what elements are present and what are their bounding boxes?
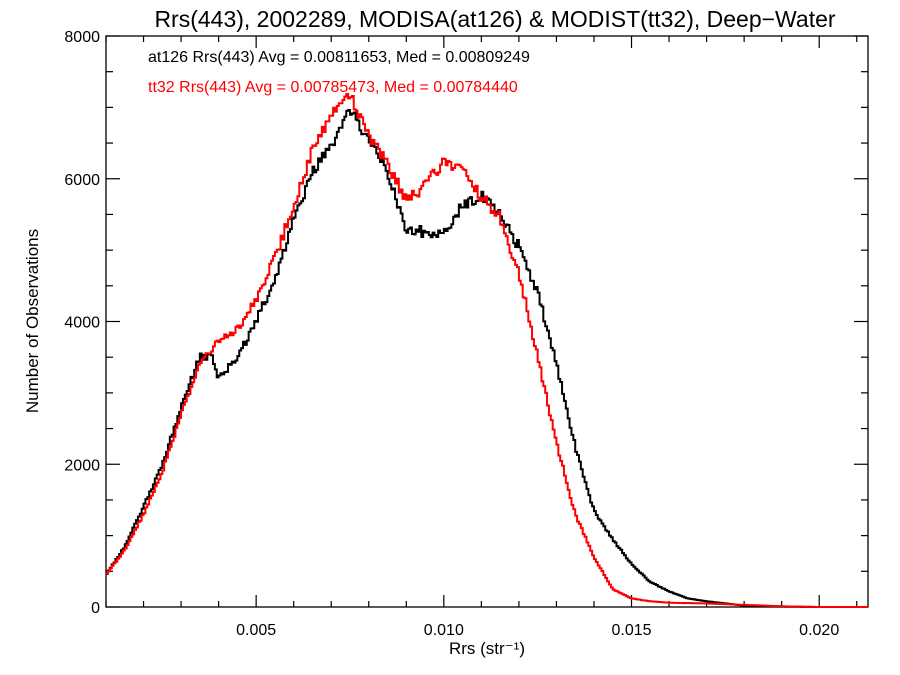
series-line-at126 bbox=[106, 108, 868, 608]
x-tick-label: 0.005 bbox=[236, 622, 276, 639]
plot-frame bbox=[105, 35, 869, 608]
x-tick-label: 0.010 bbox=[424, 622, 464, 639]
x-axis: 0.005 0.010 0.015 0.020 bbox=[105, 36, 858, 639]
series-line-tt32 bbox=[106, 92, 868, 608]
y-axis: 0 2000 4000 6000 8000 bbox=[64, 29, 868, 617]
annotation-tt32-stats: tt32 Rrs(443) Avg = 0.00785473, Med = 0.… bbox=[148, 79, 518, 96]
chart-title: Rrs(443), 2002289, MODISA(at126) & MODIS… bbox=[154, 6, 835, 32]
x-axis-label: Rrs (str⁻¹) bbox=[449, 639, 525, 658]
x-tick-label: 0.015 bbox=[611, 622, 651, 639]
y-tick-label: 2000 bbox=[64, 457, 100, 474]
y-axis-label: Number of Observations bbox=[23, 229, 42, 413]
y-tick-label: 4000 bbox=[64, 315, 100, 332]
y-tick-label: 0 bbox=[91, 600, 100, 617]
plot-area bbox=[105, 35, 869, 608]
annotation-at126-stats: at126 Rrs(443) Avg = 0.00811653, Med = 0… bbox=[148, 49, 530, 66]
series-group bbox=[106, 92, 868, 608]
x-tick-label: 0.020 bbox=[799, 622, 839, 639]
y-tick-label: 6000 bbox=[64, 172, 100, 189]
y-tick-label: 8000 bbox=[64, 29, 100, 46]
